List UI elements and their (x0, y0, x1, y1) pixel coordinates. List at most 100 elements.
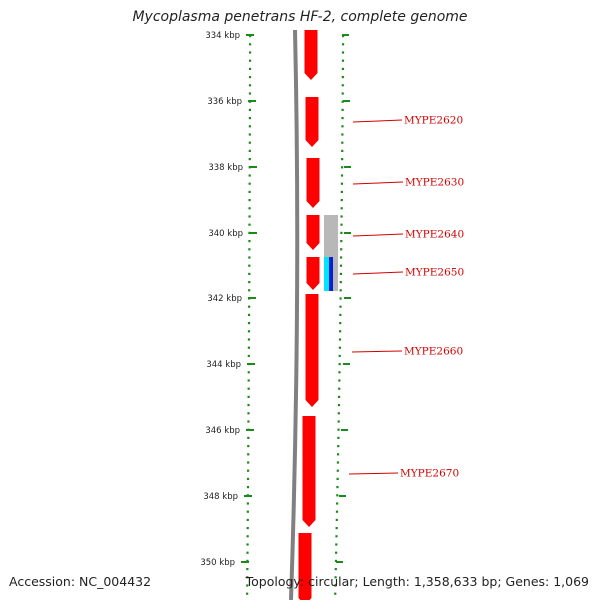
feature-blue-block[interactable] (329, 257, 333, 291)
right-tick-dot (337, 412, 340, 415)
left-tick-dot (246, 576, 249, 579)
left-tick-dot (247, 371, 250, 374)
right-tick-dot (337, 445, 340, 448)
left-tick-dot (246, 486, 250, 489)
left-tick-dot (248, 158, 251, 161)
right-tick-dot (334, 576, 337, 579)
gene-arrow[interactable] (306, 158, 320, 208)
gene-label[interactable]: MYPE2670 (400, 468, 459, 480)
right-tick-dot (341, 149, 344, 152)
left-tick-dot (246, 551, 249, 554)
right-tick-dot (340, 240, 343, 243)
right-tick-dot (339, 297, 342, 300)
right-tick-dot (334, 592, 337, 595)
right-tick-dot (337, 395, 341, 398)
left-tick-dot (248, 272, 251, 275)
right-tick-dot (339, 272, 342, 275)
left-tick-dot (246, 527, 249, 530)
right-tick-dot (341, 84, 344, 87)
right-tick-dot (340, 166, 344, 169)
right-tick-dot (340, 207, 343, 210)
right-tick-dot (335, 535, 338, 538)
left-tick-dot (248, 289, 251, 292)
gene-arrow[interactable] (298, 533, 312, 600)
left-tick-dot (248, 223, 251, 226)
right-tick-dot (341, 158, 344, 161)
left-tick-dot (247, 330, 251, 333)
kbp-tick-label: 334 kbp (205, 31, 240, 41)
right-tick-dot (338, 379, 341, 382)
kbp-tick-label: 346 kbp (205, 426, 240, 436)
left-tick-dot (247, 420, 250, 423)
right-tick-dot (338, 387, 341, 390)
right-tick-dot (340, 231, 343, 234)
left-tick-dot (249, 35, 252, 38)
gene-arrow[interactable] (305, 97, 319, 147)
right-tick-dot (341, 92, 344, 95)
right-tick-dot (341, 76, 344, 79)
right-tick-dot (335, 543, 338, 546)
left-tick-dot (248, 199, 251, 202)
gene-arrow[interactable] (305, 294, 319, 407)
right-tick-dot (340, 215, 343, 218)
left-tick-dot (247, 346, 250, 349)
left-tick-dot (248, 215, 251, 218)
left-tick-dot (248, 133, 251, 136)
gene-label[interactable]: MYPE2660 (404, 346, 463, 358)
right-tick-dot (336, 502, 339, 505)
left-tick-dot (247, 412, 250, 415)
right-tick-dot (340, 248, 343, 251)
left-tick-dot (248, 207, 251, 210)
right-tick-dot (337, 436, 340, 439)
genome-map-title: Mycoplasma penetrans HF-2, complete geno… (132, 9, 468, 25)
left-tick-dot (247, 436, 250, 439)
right-tick-dot (341, 51, 345, 54)
right-tick-dot (338, 371, 341, 374)
left-tick-dot (247, 387, 250, 390)
right-tick-dot (339, 281, 342, 284)
right-tick-dot (336, 494, 339, 497)
right-tick-dot (340, 199, 343, 202)
left-tick-dot (248, 149, 251, 152)
right-tick-dot (340, 174, 344, 177)
right-tick-dot (338, 354, 341, 357)
left-tick-dot (248, 84, 252, 87)
left-tick-dot (246, 502, 249, 505)
right-tick-dot (337, 420, 340, 423)
left-tick-dot (246, 510, 249, 513)
left-tick-dot (246, 477, 250, 480)
feature-cyan-block[interactable] (324, 257, 329, 291)
right-tick-dot (340, 256, 343, 259)
left-tick-dot (248, 248, 251, 251)
right-tick-dot (339, 264, 343, 267)
left-tick-dot (247, 445, 250, 448)
right-tick-dot (341, 108, 344, 111)
right-tick-dot (339, 330, 342, 333)
right-tick-dot (337, 404, 341, 407)
right-tick-dot (337, 428, 340, 431)
left-tick-dot (246, 543, 249, 546)
right-tick-dot (336, 469, 339, 472)
gene-arrow[interactable] (302, 416, 316, 527)
gene-label[interactable]: MYPE2640 (405, 229, 464, 241)
gene-label[interactable]: MYPE2620 (404, 115, 463, 127)
left-tick-dot (246, 592, 249, 595)
right-tick-dot (336, 461, 340, 464)
right-tick-dot (340, 223, 343, 226)
gene-arrow[interactable] (306, 215, 320, 250)
gene-label[interactable]: MYPE2650 (405, 267, 464, 279)
left-tick-dot (248, 108, 252, 111)
left-tick-dot (247, 395, 250, 398)
right-tick-dot (341, 117, 344, 120)
gene-arrow[interactable] (306, 257, 320, 290)
gene-label[interactable]: MYPE2630 (405, 177, 464, 189)
left-tick-dot (246, 568, 249, 571)
right-tick-dot (341, 141, 344, 144)
gene-arrow[interactable] (304, 30, 318, 80)
gene-label-leader (352, 271, 404, 275)
left-tick-dot (248, 174, 251, 177)
left-tick-dot (248, 117, 251, 120)
left-tick-dot (247, 338, 251, 341)
kbp-tick-label: 344 kbp (206, 360, 241, 370)
